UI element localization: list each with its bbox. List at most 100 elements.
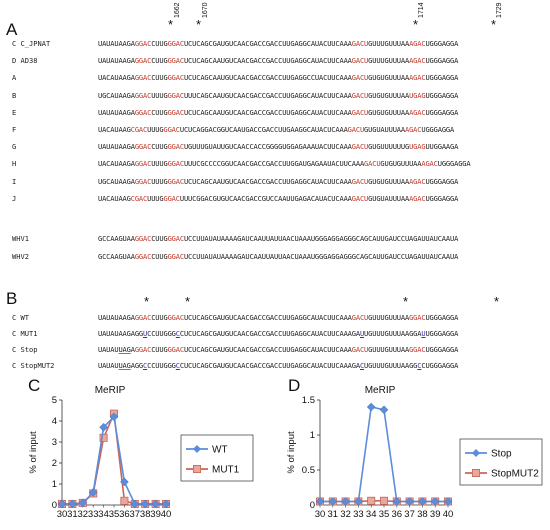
sequence-segment: CUUG bbox=[151, 313, 168, 322]
sequence-text: UACAUAAGCGACUUUGGGACUCUCAGGACGGUCAAUGACC… bbox=[98, 126, 454, 133]
sequence-segment: GGAC bbox=[167, 234, 185, 243]
y-axis-label: % of input bbox=[286, 431, 297, 474]
m6a-site-marker: * bbox=[413, 17, 419, 32]
panel-a-label: A bbox=[6, 20, 18, 39]
sequence-segment: GGAC bbox=[167, 176, 185, 186]
sequence-label: C MUT1 bbox=[12, 329, 38, 338]
sequence-segment: C bbox=[175, 329, 180, 338]
sequence-segment: GUGUGUUUAA bbox=[368, 107, 410, 117]
sequence-segment: AGAC bbox=[409, 73, 426, 83]
data-point bbox=[120, 477, 129, 487]
data-point bbox=[57, 499, 67, 509]
data-point bbox=[161, 499, 171, 509]
sequence-segment: UUUG bbox=[151, 90, 168, 100]
sequence-label: E bbox=[12, 107, 17, 117]
sequence-segment: UUUCGGACGUGUCAACGACCGUCCAAUUGAGACAUACUCA… bbox=[179, 193, 352, 203]
x-tick-label: 30 bbox=[315, 509, 326, 520]
sequence-segment: C bbox=[359, 361, 365, 370]
sequence-label: H bbox=[12, 159, 17, 169]
sequence-segment: CUUG bbox=[151, 56, 168, 66]
sequence-segment: CUUG bbox=[151, 39, 168, 48]
sequence-segment: GUUUGUUUAA bbox=[368, 361, 410, 370]
y-tick-label: 1 bbox=[52, 479, 57, 490]
sequence-segment: UCUCAGCGAUGUCAACGACCGACCUUGAGGCAUACUUCAA… bbox=[183, 39, 352, 48]
x-tick-label: 37 bbox=[404, 509, 415, 520]
sequence-text: UAUAUAAGAGGACCUUGGGACUCUCAGCAAUGUCAACGAC… bbox=[98, 57, 458, 64]
sequence-segment: U bbox=[421, 329, 426, 338]
sequence-segment: UGGGAGGA bbox=[425, 73, 459, 83]
sequence-segment: UGGGAGGA bbox=[425, 56, 459, 66]
sequence-segment: GGAC bbox=[163, 125, 181, 134]
sequence-segment: GGAC bbox=[167, 345, 185, 354]
data-point bbox=[315, 497, 325, 506]
sequence-segment: GGA bbox=[409, 329, 422, 338]
x-tick-label: 35 bbox=[379, 509, 390, 520]
series-line bbox=[62, 415, 166, 505]
sequence-segment: GGAC bbox=[134, 90, 152, 100]
x-tick-label: 33 bbox=[88, 509, 99, 520]
y-tick-label: 1 bbox=[310, 430, 315, 441]
x-tick-label: 33 bbox=[353, 509, 364, 520]
data-point bbox=[88, 488, 98, 497]
sequence-segment: CUUG bbox=[151, 234, 168, 243]
x-tick-label: 32 bbox=[340, 509, 351, 520]
sequence-segment: C bbox=[147, 329, 152, 338]
sequence-text: UAUAUAAGAGGUCCUUGGGCCUCUCAGCGAUGUCAACGAC… bbox=[98, 330, 458, 337]
sequence-segment: GUGUGUUUAA bbox=[380, 159, 422, 169]
sequence-segment: UGGGAGGA bbox=[425, 90, 459, 100]
x-tick-label: 31 bbox=[328, 509, 339, 520]
sequence-segment: CGAC bbox=[130, 193, 148, 203]
panel-a-alignment: C C_JPNAT UAUAUAAGAGGACCUUGGGACUCUCAGCGAU… bbox=[12, 40, 548, 270]
sequence-label: B bbox=[12, 90, 17, 100]
sequence-text: UAUAUUAGAGGCCCUUGGGCCUCUCAGCGAUGUCAACGAC… bbox=[98, 362, 458, 369]
sequence-segment: UGGGAGGA bbox=[421, 125, 455, 134]
sequence-segment: GA bbox=[351, 329, 360, 338]
sequence-segment: GUUUGUUUAA bbox=[368, 56, 410, 66]
data-point bbox=[99, 422, 108, 432]
sequence-segment: C bbox=[179, 329, 184, 338]
sequence-text: UAUAUAAGAGGACCUUGGGACUCUCAGCAAUGUCAACGAC… bbox=[98, 109, 458, 116]
panel-b-label: B bbox=[6, 289, 18, 308]
sequence-segment: GGAC bbox=[134, 345, 152, 354]
sequence-label: A bbox=[12, 73, 17, 83]
sequence-segment: UGUUUGUAUUGUCAACCACCGGGGUGGAGAAAUACUUCAA… bbox=[183, 142, 352, 152]
sequence-segment: C bbox=[147, 361, 152, 370]
y-tick-label: 2 bbox=[52, 458, 57, 469]
x-tick-label: 39 bbox=[430, 509, 441, 520]
sequence-segment: AGAC bbox=[409, 56, 426, 66]
sequence-segment: GGAC bbox=[167, 39, 185, 48]
data-point bbox=[341, 497, 350, 506]
sequence-text: GCCAAGUAAGGACCUUGGGACUCCUUAUAUAAAAGAUCAA… bbox=[98, 235, 458, 242]
sequence-label: G bbox=[12, 142, 17, 152]
sequence-segment: U bbox=[364, 361, 369, 370]
y-tick-label: 0 bbox=[52, 500, 57, 511]
position-label-1662: 1662 bbox=[174, 2, 181, 18]
data-point bbox=[430, 497, 440, 506]
sequence-segment: C bbox=[417, 361, 422, 370]
sequence-segment: U bbox=[143, 329, 148, 338]
sequence-segment: GGAC bbox=[134, 73, 152, 83]
data-point bbox=[130, 499, 140, 509]
sequence-segment: GGAC bbox=[134, 159, 152, 169]
legend-marker bbox=[471, 469, 480, 478]
sequence-text: UGCAUAAGAGGACUUUGGGACUCUCAGCAAUGUCAACGAC… bbox=[98, 178, 458, 185]
sequence-segment: GACU bbox=[351, 193, 369, 203]
sequence-segment: UCUCAGCAAUGUCAACGACCGACCUUGAGGCAUACUUCAA… bbox=[183, 176, 352, 186]
sequence-label: I bbox=[12, 176, 17, 186]
position-label-1729: 1729 bbox=[496, 2, 503, 18]
sequence-segment: GUGUAUUUAA bbox=[368, 193, 410, 203]
sequence-segment: GGAC bbox=[167, 90, 185, 100]
sequence-segment: UAUAUAAGA bbox=[98, 142, 135, 152]
sequence-label: WHV1 bbox=[12, 234, 29, 243]
data-point bbox=[418, 497, 427, 506]
sequence-segment: UACAUAAGA bbox=[98, 159, 135, 169]
sequence-segment: A bbox=[130, 345, 135, 354]
sequence-segment: GACU bbox=[364, 159, 381, 169]
sequence-segment: GGAC bbox=[163, 193, 181, 203]
sequence-segment: GACU bbox=[347, 125, 365, 134]
data-point bbox=[99, 433, 108, 442]
sequence-segment: GGAC bbox=[409, 345, 426, 354]
sequence-segment: GACU bbox=[351, 56, 369, 66]
y-tick-label: 1.5 bbox=[302, 395, 315, 406]
sequence-segment: UCUCAGCAAUGUCAACGACCGACCUUGAGGCAUACUUCAA… bbox=[183, 107, 352, 117]
